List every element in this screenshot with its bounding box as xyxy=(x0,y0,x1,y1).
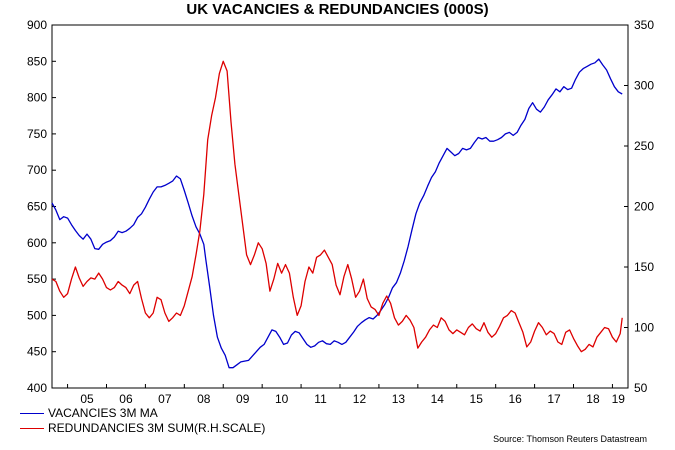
series-line-redundancies xyxy=(51,60,623,353)
plot-frame xyxy=(51,24,629,389)
y-right-tick-label: 300 xyxy=(634,79,654,93)
source-note: Source: Thomson Reuters Datastream xyxy=(493,434,647,444)
x-tick-label: 12 xyxy=(353,392,367,406)
y-left-tick-label: 400 xyxy=(27,381,47,395)
legend-item-redundancies: REDUNDANCIES 3M SUM(R.H.SCALE) xyxy=(20,421,265,435)
y-left-tick-label: 850 xyxy=(27,54,47,68)
legend-label-redundancies: REDUNDANCIES 3M SUM(R.H.SCALE) xyxy=(48,421,266,435)
y-left-tick-label: 800 xyxy=(27,91,47,105)
legend-swatch-vacancies xyxy=(20,413,44,415)
y-right-tick-label: 100 xyxy=(634,321,654,335)
x-tick-label: 18 xyxy=(586,392,600,406)
y-right-tick-label: 350 xyxy=(634,18,654,32)
x-tick-label: 19 xyxy=(612,392,626,406)
y-right-tick-label: 200 xyxy=(634,200,654,214)
y-left-tick-label: 500 xyxy=(27,308,47,322)
x-tick-label: 07 xyxy=(158,392,172,406)
y-right-tick-label: 150 xyxy=(634,260,654,274)
y-left-tick-label: 900 xyxy=(27,18,47,32)
legend-label-vacancies: VACANCIES 3M MA xyxy=(48,406,158,420)
y-left-tick-label: 700 xyxy=(27,163,47,177)
x-tick-label: 05 xyxy=(80,392,94,406)
x-tick-label: 10 xyxy=(275,392,289,406)
x-tick-label: 17 xyxy=(547,392,561,406)
y-left-tick-label: 450 xyxy=(27,345,47,359)
x-tick-label: 14 xyxy=(431,392,445,406)
legend-swatch-redundancies xyxy=(20,428,44,430)
y-left-tick-label: 550 xyxy=(27,272,47,286)
x-tick-label: 06 xyxy=(119,392,133,406)
y-left-tick-label: 600 xyxy=(27,236,47,250)
x-tick-label: 09 xyxy=(236,392,250,406)
y-left-tick-label: 650 xyxy=(27,200,47,214)
x-tick-label: 11 xyxy=(314,392,327,406)
y-right-tick-label: 250 xyxy=(634,139,654,153)
chart-title: UK VACANCIES & REDUNDANCIES (000S) xyxy=(186,1,489,18)
y-left-tick-label: 750 xyxy=(27,127,47,141)
x-tick-label: 08 xyxy=(197,392,211,406)
x-tick-label: 15 xyxy=(470,392,484,406)
x-tick-label: 16 xyxy=(508,392,522,406)
x-tick-label: 13 xyxy=(392,392,406,406)
legend-item-vacancies: VACANCIES 3M MA xyxy=(20,406,158,420)
series-line-vacancies xyxy=(51,58,623,369)
y-right-tick-label: 50 xyxy=(634,381,648,395)
